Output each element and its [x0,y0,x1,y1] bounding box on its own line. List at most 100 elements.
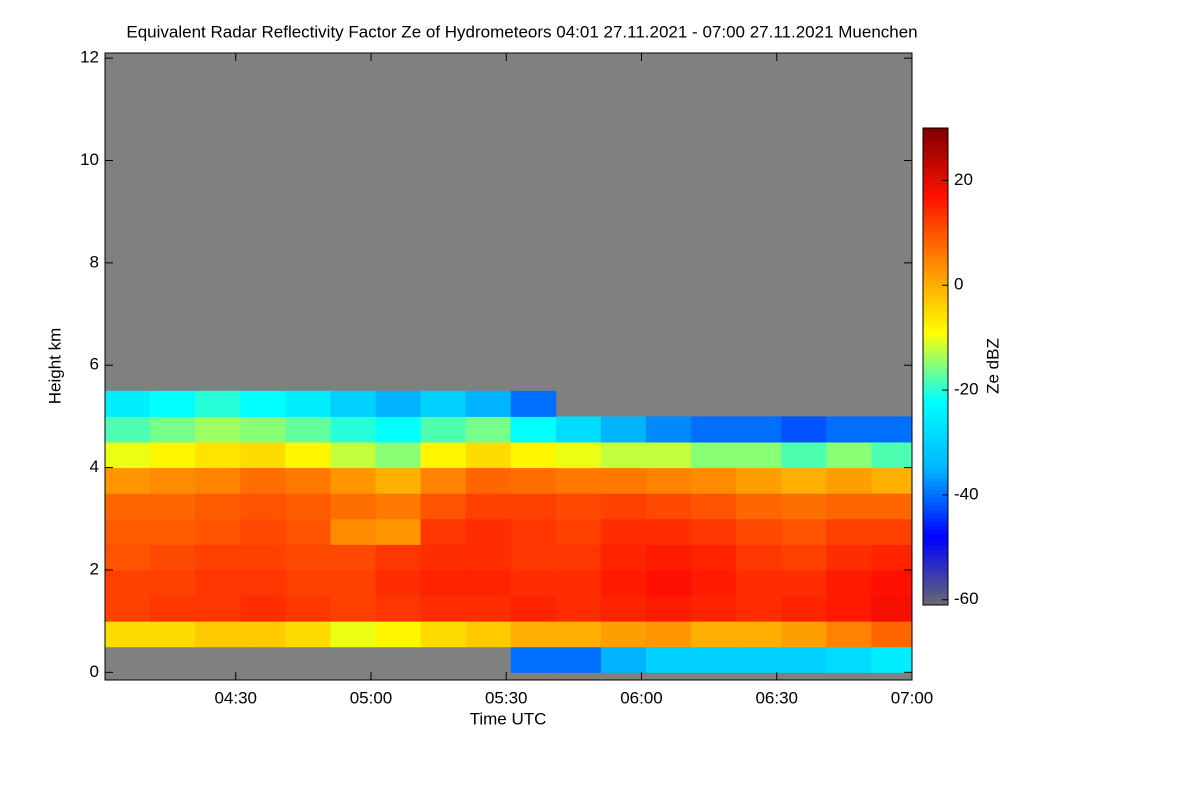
heatmap-cell [240,441,286,469]
colorbar-segment [923,175,948,181]
heatmap-cell [871,595,912,622]
colorbar-segment [923,279,948,284]
colorbar-segment [923,453,948,459]
heatmap-cell [510,569,557,597]
colorbar-segment [923,410,948,415]
colorbar-segment [923,294,948,300]
heatmap-cell [420,621,467,648]
heatmap-cell [465,595,512,622]
heatmap-cell [826,595,872,622]
colorbar-segment [923,354,948,360]
colorbar-segment [923,573,948,578]
heatmap-cell [826,621,872,648]
heatmap-cell [600,518,647,545]
heatmap-cell [600,595,647,622]
colorbar-segment [923,322,948,328]
heatmap-cell [150,569,196,597]
heatmap-cell [240,569,286,597]
heatmap-cell [600,544,647,571]
heatmap-cell [285,518,331,545]
heatmap-cell [465,493,512,520]
heatmap-cell [375,493,422,520]
colorbar-tick-label: -60 [954,589,979,608]
heatmap-cell [330,467,377,494]
heatmap-cell [691,416,737,443]
heatmap-cell [736,569,782,597]
heatmap-cell [646,595,692,622]
heatmap-cell [285,416,331,443]
colorbar-tick-label: -20 [954,380,979,399]
colorbar-segment [923,418,948,423]
colorbar-segment [923,581,948,586]
colorbar-segment [923,557,948,562]
y-tick-label: 12 [80,48,99,67]
heatmap-cell [871,518,912,545]
heatmap-cell [826,441,872,469]
colorbar-segment [923,589,948,594]
heatmap-cell [195,493,241,520]
heatmap-cell [600,646,647,673]
heatmap-cell [195,621,241,648]
colorbar-tick-label: -40 [954,484,979,503]
heatmap-cell [285,467,331,494]
heatmap-cell [150,621,196,648]
colorbar-segment [923,219,948,224]
heatmap-cell [871,621,912,648]
heatmap-cell [105,544,151,571]
heatmap-cell [240,467,286,494]
heatmap-cell [330,493,377,520]
heatmap-cell [510,621,557,648]
colorbar-label: Ze dBZ [983,338,1002,394]
colorbar-segment [923,342,948,348]
heatmap-cell [510,646,557,673]
heatmap-cell [736,595,782,622]
heatmap-cell [555,569,602,597]
heatmap-cell [646,621,692,648]
heatmap-cell [150,416,196,443]
heatmap-cell [691,518,737,545]
heatmap-cell [826,493,872,520]
heatmap-cell [646,467,692,494]
heatmap-cell [691,544,737,571]
heatmap-cell [600,569,647,597]
colorbar-segment [923,601,948,606]
colorbar-segment [923,382,948,387]
colorbar-segment [923,442,948,447]
heatmap-cell [420,467,467,494]
colorbar-segment [923,350,948,356]
heatmap-cell [555,621,602,648]
heatmap-cell [195,518,241,545]
heatmap-cell [465,390,512,417]
x-axis-label: Time UTC [470,709,547,728]
colorbar-segment [923,517,948,523]
colorbar-segment [923,449,948,455]
colorbar-segment [923,263,948,268]
heatmap-cell [465,544,512,571]
colorbar-segment [923,239,948,244]
colorbar-segment [923,223,948,228]
x-tick-label: 04:30 [214,688,257,707]
heatmap-cell [826,544,872,571]
heatmap-cell [285,390,331,417]
colorbar-segment [923,203,948,208]
colorbar-segment [923,406,948,411]
colorbar-segment [923,283,948,288]
heatmap-cell [330,518,377,545]
colorbar-segment [923,477,948,483]
heatmap-cell [375,390,422,417]
colorbar-segment [923,135,948,141]
colorbar-segment [923,533,948,538]
colorbar-segment [923,545,948,550]
heatmap-cell [826,467,872,494]
colorbar-segment [923,461,948,467]
heatmap-cell [105,621,151,648]
x-tick-label: 05:00 [350,688,393,707]
colorbar-segment [923,215,948,220]
heatmap-cell [781,595,827,622]
heatmap-cell [691,621,737,648]
heatmap-cell [871,416,912,443]
colorbar-segment [923,163,948,169]
heatmap-cell [736,416,782,443]
x-tick-label: 05:30 [485,688,528,707]
heatmap-cell [781,518,827,545]
